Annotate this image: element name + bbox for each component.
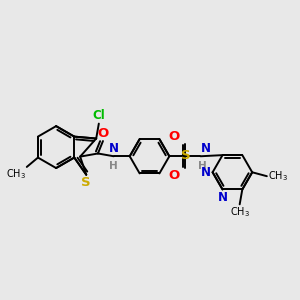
- Text: N: N: [109, 142, 119, 155]
- Text: Cl: Cl: [92, 110, 105, 122]
- Text: O: O: [97, 127, 109, 140]
- Text: CH$_3$: CH$_3$: [6, 167, 26, 181]
- Text: N: N: [218, 191, 227, 204]
- Text: H: H: [109, 161, 118, 171]
- Text: O: O: [169, 169, 180, 182]
- Text: N: N: [200, 142, 211, 155]
- Text: S: S: [81, 176, 91, 189]
- Text: S: S: [181, 149, 190, 162]
- Text: CH$_3$: CH$_3$: [268, 169, 288, 183]
- Text: O: O: [169, 130, 180, 143]
- Text: N: N: [201, 166, 211, 179]
- Text: H: H: [198, 161, 207, 171]
- Text: CH$_3$: CH$_3$: [230, 206, 250, 219]
